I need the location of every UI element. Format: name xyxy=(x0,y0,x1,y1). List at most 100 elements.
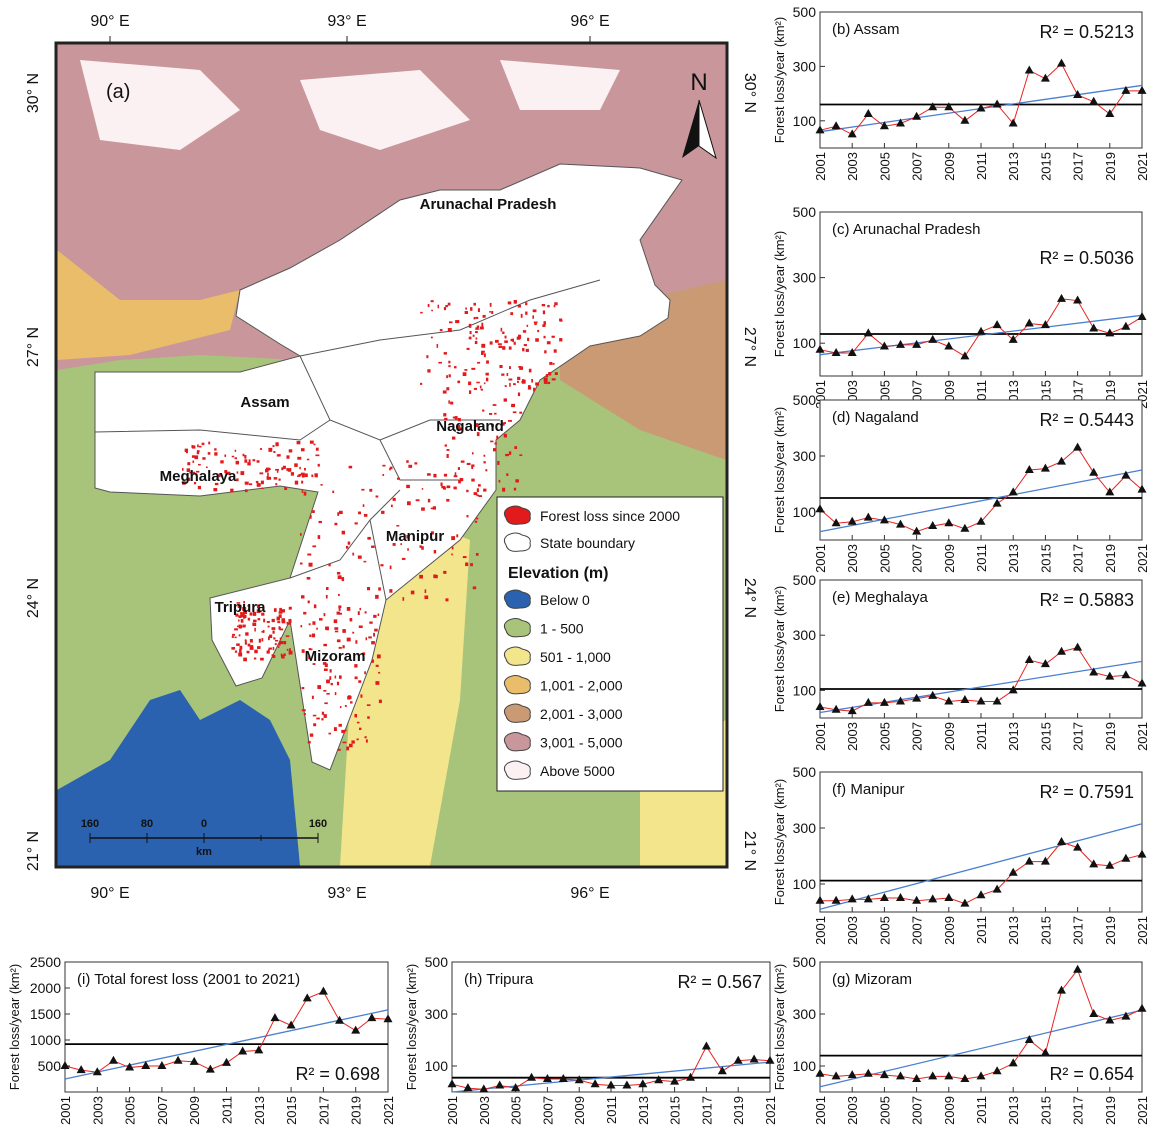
forest-loss-patch xyxy=(248,644,251,647)
x-tick-label: 2015 xyxy=(1038,152,1053,181)
y-tick-label: 100 xyxy=(793,335,817,351)
forest-loss-patch xyxy=(284,641,286,644)
forest-loss-patch xyxy=(521,314,523,318)
forest-loss-patch xyxy=(408,465,412,468)
forest-loss-patch xyxy=(224,454,226,456)
forest-loss-patch xyxy=(469,390,471,394)
forest-loss-patch xyxy=(257,483,261,487)
forest-loss-patch xyxy=(389,589,392,593)
forest-loss-patch xyxy=(338,724,341,727)
x-tick-label: 2013 xyxy=(252,1096,267,1125)
forest-loss-patch xyxy=(532,315,534,318)
forest-loss-patch xyxy=(294,463,297,467)
forest-loss-patch xyxy=(326,680,330,684)
forest-loss-patch xyxy=(267,473,269,477)
longitude-label: 90° E xyxy=(90,885,129,902)
forest-loss-patch xyxy=(301,473,305,475)
forest-loss-patch xyxy=(494,413,497,415)
x-tick-label: 2017 xyxy=(1071,916,1086,945)
forest-loss-patch xyxy=(483,489,486,492)
forest-loss-patch xyxy=(509,346,512,349)
forest-loss-patch xyxy=(378,613,380,616)
forest-loss-patch xyxy=(476,553,479,556)
forest-loss-patch xyxy=(301,448,305,451)
forest-loss-patch xyxy=(278,646,280,648)
forest-loss-patch xyxy=(434,550,436,553)
forest-loss-patch xyxy=(514,342,516,345)
forest-loss-patch xyxy=(518,392,520,396)
forest-loss-patch xyxy=(465,307,467,309)
forest-loss-patch xyxy=(379,700,382,703)
forest-loss-patch xyxy=(420,312,422,314)
forest-loss-patch xyxy=(358,680,361,683)
forest-loss-patch xyxy=(523,330,526,333)
forest-loss-patch xyxy=(307,554,311,556)
forest-loss-patch xyxy=(425,589,427,593)
forest-loss-patch xyxy=(443,571,446,574)
forest-loss-patch xyxy=(517,381,519,383)
y-axis-label: Forest loss/year (km²) xyxy=(404,964,419,1090)
forest-loss-patch xyxy=(480,327,484,330)
forest-loss-patch xyxy=(352,553,354,556)
forest-loss-patch xyxy=(302,490,304,493)
y-tick-label: 100 xyxy=(793,1058,817,1074)
forest-loss-patch xyxy=(373,615,376,618)
forest-loss-patch xyxy=(286,635,290,637)
forest-loss-patch xyxy=(360,694,362,697)
forest-loss-patch xyxy=(338,575,342,579)
x-tick-label: 2011 xyxy=(220,1096,235,1124)
north-label: N xyxy=(690,69,707,96)
x-tick-label: 2003 xyxy=(845,544,860,573)
forest-loss-patch xyxy=(495,340,499,343)
forest-loss-patch xyxy=(275,469,279,471)
x-tick-label: 2003 xyxy=(845,916,860,945)
forest-loss-patch xyxy=(506,473,508,476)
forest-loss-patch xyxy=(549,362,552,365)
forest-loss-patch xyxy=(263,630,265,633)
forest-loss-patch xyxy=(499,346,502,348)
forest-loss-patch xyxy=(420,383,422,385)
y-tick-label: 300 xyxy=(793,58,817,74)
forest-loss-patch xyxy=(527,338,529,341)
forest-loss-patch xyxy=(527,325,529,327)
forest-loss-patch xyxy=(548,372,551,375)
forest-loss-patch xyxy=(332,491,334,493)
forest-loss-patch xyxy=(424,595,428,599)
forest-loss-patch xyxy=(481,323,483,327)
forest-loss-patch xyxy=(471,368,475,370)
forest-loss-patch xyxy=(478,495,482,497)
forest-loss-patch xyxy=(472,452,474,454)
forest-loss-patch xyxy=(505,385,507,387)
forest-loss-patch xyxy=(375,681,379,685)
scale-unit: km xyxy=(196,846,212,858)
forest-loss-patch xyxy=(448,303,451,306)
forest-loss-patch xyxy=(297,475,300,477)
forest-loss-patch xyxy=(537,330,539,332)
x-tick-label: 2017 xyxy=(316,1096,331,1125)
forest-loss-patch xyxy=(378,672,380,674)
chart-title: (b) Assam xyxy=(832,21,900,38)
forest-loss-patch xyxy=(302,709,306,711)
forest-loss-patch xyxy=(463,372,467,376)
forest-loss-patch xyxy=(431,300,434,302)
forest-loss-patch xyxy=(367,587,370,590)
forest-loss-patch xyxy=(235,637,237,639)
forest-loss-patch xyxy=(301,595,304,598)
x-tick-label: 2005 xyxy=(123,1096,138,1125)
x-tick-label: 2015 xyxy=(668,1096,683,1125)
forest-loss-patch xyxy=(245,489,248,492)
x-tick-label: 2009 xyxy=(942,152,957,181)
forest-loss-patch xyxy=(319,521,322,523)
y-axis-label: Forest loss/year (km²) xyxy=(772,779,787,905)
forest-loss-patch xyxy=(339,608,341,611)
forest-loss-patch xyxy=(531,379,533,383)
x-tick-label: 2003 xyxy=(845,722,860,751)
forest-loss-patch xyxy=(507,373,509,376)
forest-loss-patch xyxy=(197,451,199,454)
forest-loss-patch xyxy=(519,454,522,456)
x-tick-label: 2001 xyxy=(445,1096,460,1125)
forest-loss-patch xyxy=(339,613,342,615)
forest-loss-patch xyxy=(287,649,289,651)
forest-loss-patch xyxy=(237,626,239,628)
forest-loss-patch xyxy=(273,647,275,650)
